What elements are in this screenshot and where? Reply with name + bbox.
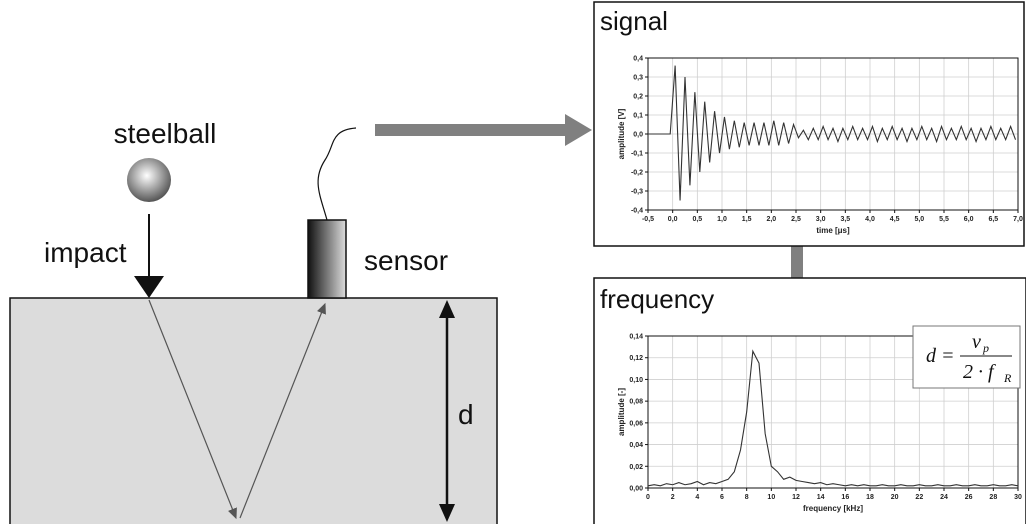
x-tick-label: 2 <box>671 494 675 501</box>
x-tick-label: 4 <box>695 494 699 501</box>
y-tick-label: 0,0 <box>633 132 643 139</box>
x-tick-label: 6 <box>720 494 724 501</box>
x-tick-label: 5,0 <box>914 216 924 223</box>
sensor-cable <box>317 127 357 221</box>
x-tick-label: 4,5 <box>890 216 900 223</box>
y-tick-label: -0,1 <box>631 151 643 158</box>
panel-title: signal <box>600 6 668 36</box>
formula-lhs: d = <box>926 345 955 367</box>
x-tick-label: 28 <box>989 494 997 501</box>
x-tick-label: 16 <box>841 494 849 501</box>
y-tick-label: 0,4 <box>633 56 643 63</box>
y-tick-label: 0,12 <box>629 355 643 362</box>
y-tick-label: 0,02 <box>629 464 643 471</box>
sensor-label: sensor <box>364 245 448 276</box>
y-tick-label: 0,2 <box>633 94 643 101</box>
x-tick-label: 2,5 <box>791 216 801 223</box>
formula-denominator: 2 · f <box>963 361 996 383</box>
y-tick-label: 0,14 <box>629 334 643 341</box>
x-tick-label: 1,0 <box>717 216 727 223</box>
x-tick-label: 0 <box>646 494 650 501</box>
x-tick-label: 1,5 <box>742 216 752 223</box>
x-tick-label: 14 <box>817 494 825 501</box>
sensor-icon <box>307 219 347 299</box>
x-tick-label: 0,5 <box>692 216 702 223</box>
x-tick-label: 24 <box>940 494 948 501</box>
x-tick-label: 8 <box>745 494 749 501</box>
wave-path <box>239 302 326 519</box>
impact-label: impact <box>44 237 127 268</box>
x-tick-label: 3,0 <box>816 216 826 223</box>
x-tick-label: 18 <box>866 494 874 501</box>
y-tick-label: -0,2 <box>631 170 643 177</box>
x-tick-label: -0,5 <box>642 216 654 223</box>
x-tick-label: 3,5 <box>840 216 850 223</box>
formula: d = v p 2 · f R <box>912 325 1021 389</box>
x-tick-label: 5,5 <box>939 216 949 223</box>
x-tick-label: 20 <box>891 494 899 501</box>
x-tick-label: 6,5 <box>988 216 998 223</box>
x-axis-label: time [μs] <box>816 226 850 235</box>
y-tick-label: 0,08 <box>629 399 643 406</box>
x-tick-label: 12 <box>792 494 800 501</box>
x-tick-label: 7,0 <box>1013 216 1023 223</box>
steelball-icon <box>127 158 171 202</box>
y-tick-label: 0,00 <box>629 486 643 493</box>
panel-title: frequency <box>600 284 714 314</box>
y-tick-label: -0,4 <box>631 208 643 215</box>
data-line <box>647 349 1019 487</box>
formula-subscript: R <box>1003 371 1012 385</box>
y-tick-label: 0,06 <box>629 420 643 427</box>
y-tick-label: 0,3 <box>633 75 643 82</box>
formula-numerator: v <box>972 331 981 353</box>
impact-arrowhead <box>134 276 164 298</box>
test-block <box>9 297 498 524</box>
x-tick-label: 4,0 <box>865 216 875 223</box>
formula-box <box>912 325 1021 389</box>
steelball-label: steelball <box>114 118 217 149</box>
x-tick-label: 6,0 <box>964 216 974 223</box>
flow-arrow <box>375 114 592 146</box>
x-tick-label: 2,0 <box>766 216 776 223</box>
x-axis-label: frequency [kHz] <box>803 504 863 513</box>
y-axis-label: amplitude [-] <box>617 388 626 436</box>
charts: signal -0,5 0,0 0,5 1,0 1,5 2,0 2,5 3,0 3,5 4,0 4,5… <box>600 6 1023 513</box>
y-tick-label: 0,04 <box>629 442 643 449</box>
x-tick-label: 26 <box>965 494 973 501</box>
formula-subscript: p <box>982 341 989 355</box>
y-tick-label: -0,3 <box>631 189 643 196</box>
plot-frame <box>647 335 1019 489</box>
depth-label: d <box>458 399 474 430</box>
y-tick-label: 0,1 <box>633 113 643 120</box>
x-tick-label: 22 <box>915 494 923 501</box>
x-tick-label: 0,0 <box>668 216 678 223</box>
data-line <box>648 65 1017 201</box>
x-tick-label: 30 <box>1014 494 1022 501</box>
y-tick-label: 0,10 <box>629 377 643 384</box>
x-tick-label: 10 <box>767 494 775 501</box>
signal-panel <box>593 1 1025 247</box>
y-axis-label: amplitude [V] <box>617 108 626 159</box>
wave-path <box>148 299 237 520</box>
